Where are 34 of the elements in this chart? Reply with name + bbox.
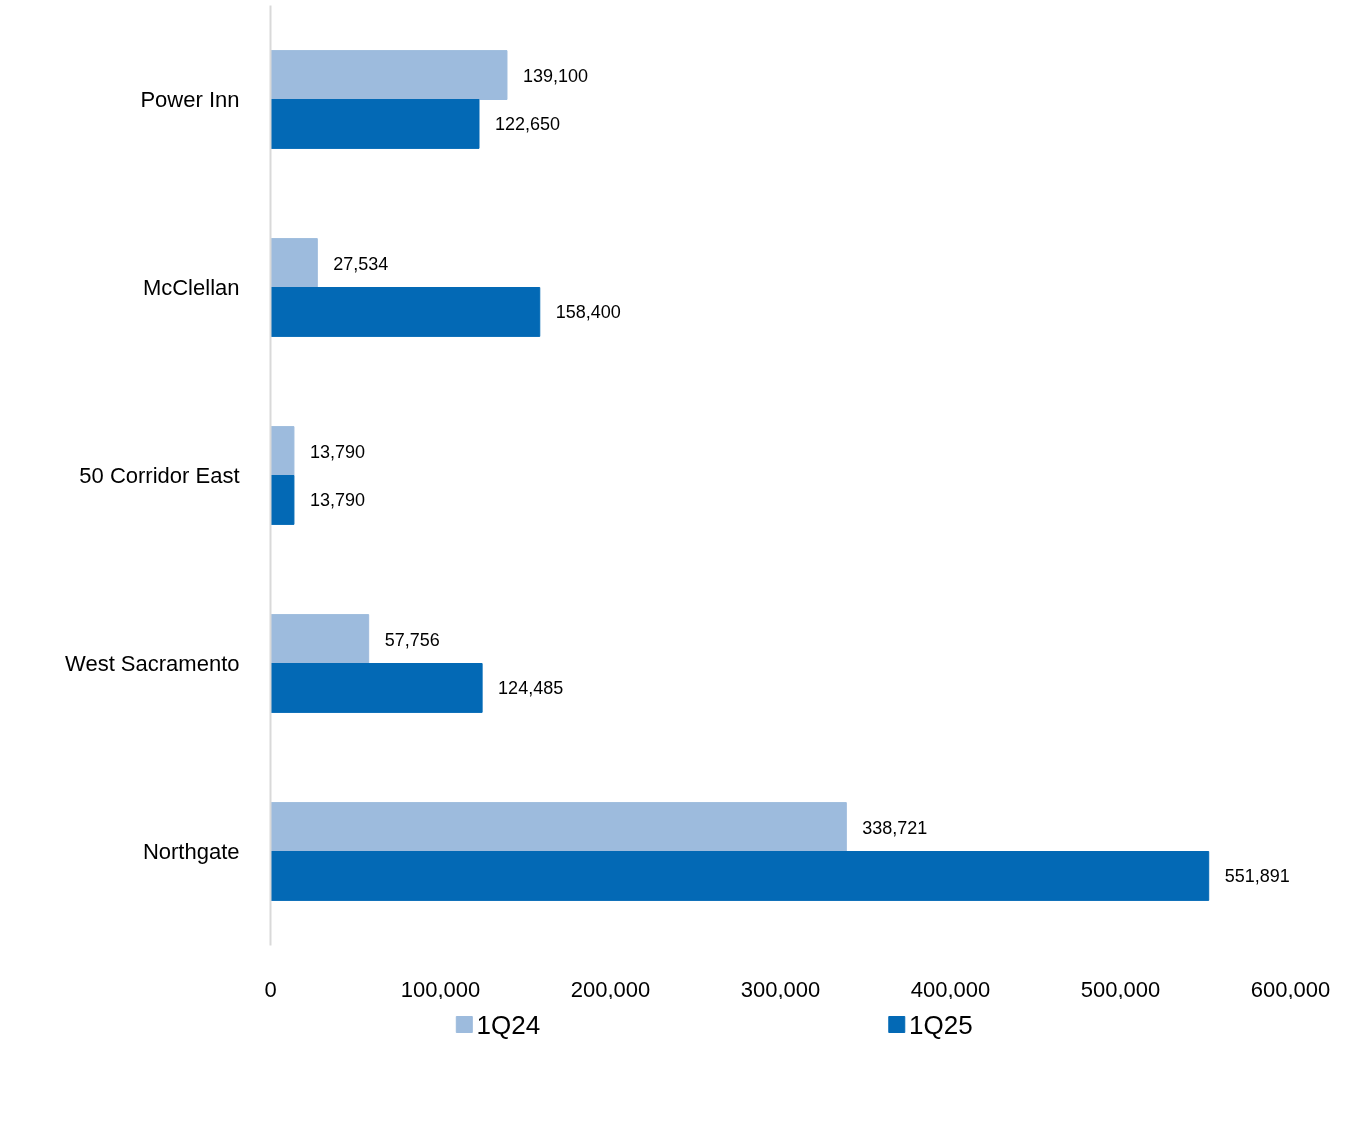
bar [270,99,480,149]
legend-label: 1Q24 [476,1009,541,1040]
legend-label: 1Q25 [909,1009,973,1040]
x-tick-label: 300,000 [740,976,821,1002]
data-label: 27,534 [333,253,389,274]
bar [270,238,318,288]
data-label: 57,756 [384,629,440,650]
bar [270,802,847,852]
data-label: 124,485 [498,678,564,699]
bar [270,663,483,713]
bar [270,50,508,100]
x-tick-label: 100,000 [400,976,481,1002]
bar [270,426,295,476]
y-tick-label: 50 Corridor East [79,463,240,488]
y-tick-label: West Sacramento [65,651,240,676]
data-label: 13,790 [309,441,366,462]
data-label: 13,790 [309,490,366,511]
bar [270,614,370,664]
y-tick-label: McClellan [142,275,240,300]
bar [270,475,295,525]
y-tick-label: Northgate [142,839,240,864]
data-label: 338,721 [862,817,928,838]
data-label: 139,100 [522,65,589,86]
y-tick-label: Power Inn [140,87,240,112]
bar [270,851,1210,901]
x-tick-label: 500,000 [1080,976,1161,1002]
x-tick-label: 0 [264,976,277,1002]
data-label: 551,891 [1224,866,1290,887]
x-tick-label: 600,000 [1250,976,1331,1002]
x-tick-label: 200,000 [570,976,651,1002]
data-label: 122,650 [495,114,561,135]
x-tick-label: 400,000 [910,976,991,1002]
data-label: 158,400 [555,302,621,323]
bar [270,287,541,337]
